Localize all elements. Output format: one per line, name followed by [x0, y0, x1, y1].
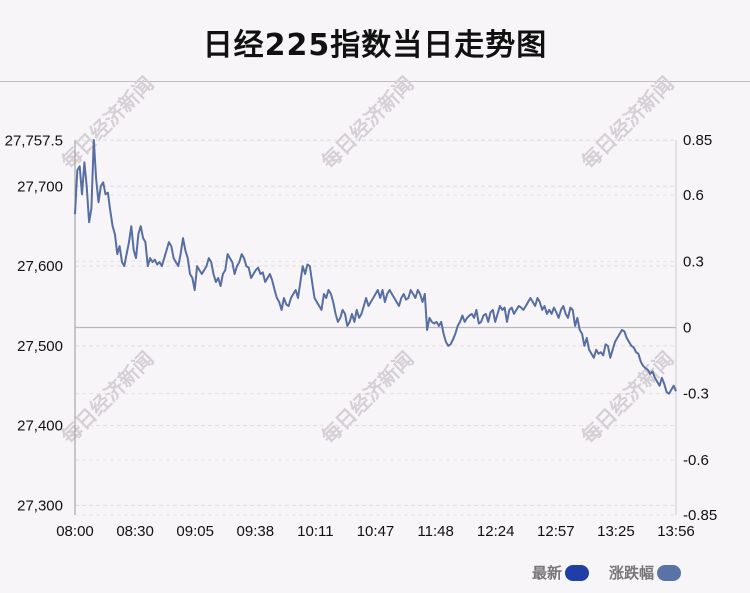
x-tick-label: 13:25: [597, 523, 635, 540]
right-tick-label: -0.85: [683, 507, 717, 524]
title-divider: [0, 81, 750, 82]
left-tick-label: 27,400: [17, 418, 63, 435]
x-tick-label: 10:11: [297, 523, 333, 540]
x-tick-label: 12:24: [477, 523, 515, 540]
x-tick-label: 12:57: [537, 523, 575, 540]
watermark-text: 每日经济新闻: [57, 347, 159, 449]
series-line-latest: [74, 139, 677, 395]
legend-label-latest: 最新: [532, 564, 563, 582]
legend-latest[interactable]: 最新: [532, 562, 590, 583]
x-tick-label: 09:05: [176, 523, 214, 540]
left-tick-label: 27,757.5: [5, 132, 63, 149]
grid-lines: [75, 139, 676, 516]
legend-swatch-change: [657, 564, 682, 581]
right-tick-label: 0: [683, 320, 691, 337]
right-tick-label: -0.3: [683, 386, 709, 403]
legend-label-change: 涨跌幅: [609, 564, 655, 582]
watermark-text: 每日经济新闻: [317, 72, 419, 174]
x-tick-label: 08:30: [116, 523, 154, 540]
right-tick-label: -0.6: [683, 452, 709, 469]
left-tick-label: 27,600: [17, 258, 63, 275]
right-tick-label: 0.3: [683, 253, 704, 270]
left-tick-label: 27,500: [17, 338, 63, 355]
left-tick-label: 27,700: [17, 178, 63, 195]
right-axis-labels: 0.85 0.6 0.3 0 -0.3 -0.6 -0.85: [683, 132, 717, 524]
watermark-text: 每日经济新闻: [577, 72, 679, 174]
left-tick-label: 27,300: [17, 497, 63, 514]
right-tick-label: 0.6: [683, 187, 704, 204]
right-tick-label: 0.85: [683, 132, 712, 149]
x-tick-label: 09:38: [237, 523, 275, 540]
x-tick-label: 11:48: [417, 523, 453, 540]
watermark-text: 每日经济新闻: [317, 347, 419, 449]
legend-change-pct[interactable]: 涨跌幅: [609, 562, 682, 583]
x-tick-label: 13:56: [657, 523, 695, 540]
chart-title: 日经225指数当日走势图: [202, 28, 548, 63]
watermark-text: 每日经济新闻: [577, 347, 679, 449]
x-tick-label: 10:47: [357, 523, 395, 540]
legend-swatch-latest: [565, 564, 590, 581]
x-axis-labels: 08:00 08:30 09:05 09:38 10:11 10:47 11:48 12:24…: [56, 523, 695, 540]
x-tick-label: 08:00: [56, 523, 94, 540]
watermark-text: 每日经济新闻: [57, 72, 159, 174]
left-axis-labels: 27,757.5 27,700 27,600 27,500 27,400 27,300: [5, 132, 63, 514]
